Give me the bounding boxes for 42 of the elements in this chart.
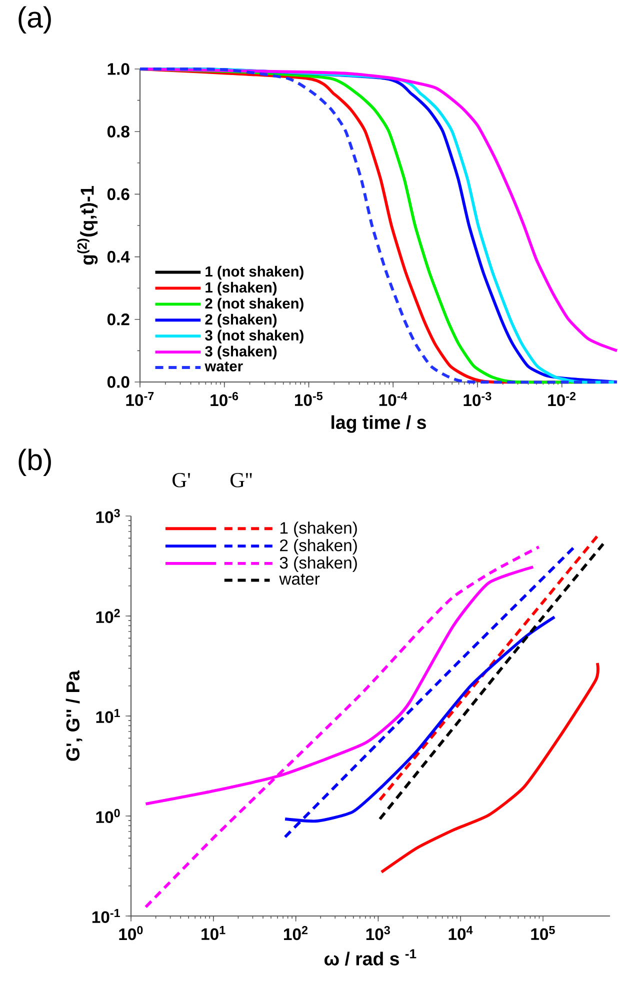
- x-tick-label: 10$^{5}$: [530, 926, 555, 940]
- text: G': [172, 472, 190, 488]
- legend-label: 3 (shaken): [204, 346, 276, 360]
- text: G'': [230, 472, 252, 488]
- x-tick-label: 10$^{-6}$: [210, 392, 238, 406]
- y-tick-label: 0.8: [107, 126, 130, 138]
- x-tick-label: 10$^{-7}$: [126, 392, 154, 406]
- x-tick-label: 10$^{4}$: [448, 926, 472, 940]
- y-axis-title: G', G'' / Pa: [66, 670, 82, 761]
- y-tick-label: 10$^{-1}$: [92, 908, 120, 923]
- y-tick-label: 10$^{2}$: [96, 608, 120, 624]
- x-tick-label: 10$^{-4}$: [379, 392, 407, 406]
- y-tick-label: 10$^{3}$: [96, 508, 120, 524]
- chart-title: (b): [18, 448, 51, 476]
- x-tick-label: 10$^{1}$: [201, 926, 226, 940]
- legend-label: 2 (not shaken): [205, 298, 304, 312]
- x-tick-label: 10$^{0}$: [118, 926, 142, 940]
- legend-label: 1 (not shaken): [205, 266, 304, 280]
- y-tick-label: 1.0: [108, 63, 130, 75]
- y-tick-label: 0.2: [107, 314, 130, 326]
- x-tick-label: 10$^{-5}$: [294, 392, 322, 406]
- legend-label: 2 (shaken): [280, 539, 357, 555]
- legend-label: 1 (shaken): [280, 522, 357, 538]
- y-tick-label: 10$^{0}$: [96, 808, 120, 824]
- chart-title: (a): [18, 6, 51, 34]
- legend-label: 3 (not shaken): [204, 330, 304, 344]
- x-axis-title: lag time / s: [331, 415, 426, 433]
- y-axis-title: g$^{(2)}$(q,t)-1: [76, 186, 98, 265]
- x-tick-label: 10$^{-3}$: [464, 392, 491, 406]
- x-tick-label: 10$^{-2}$: [548, 392, 576, 406]
- legend-label: water: [204, 362, 243, 372]
- y-tick-label: 0.0: [107, 376, 130, 388]
- x-tick-label: 10$^{3}$: [366, 926, 390, 940]
- y-tick-label: 0.6: [107, 188, 130, 200]
- legend-label: 1 (shaken): [205, 282, 276, 296]
- x-tick-label: 10$^{2}$: [284, 926, 308, 940]
- legend-label: water: [278, 574, 320, 585]
- legend-label: 3 (shaken): [280, 556, 357, 572]
- x-axis-title: ω / rad s $^{-1}$: [324, 949, 416, 966]
- y-tick-label: 0.4: [107, 250, 130, 263]
- y-tick-label: 10$^{1}$: [96, 709, 120, 724]
- legend-label: 2 (shaken): [205, 314, 276, 328]
